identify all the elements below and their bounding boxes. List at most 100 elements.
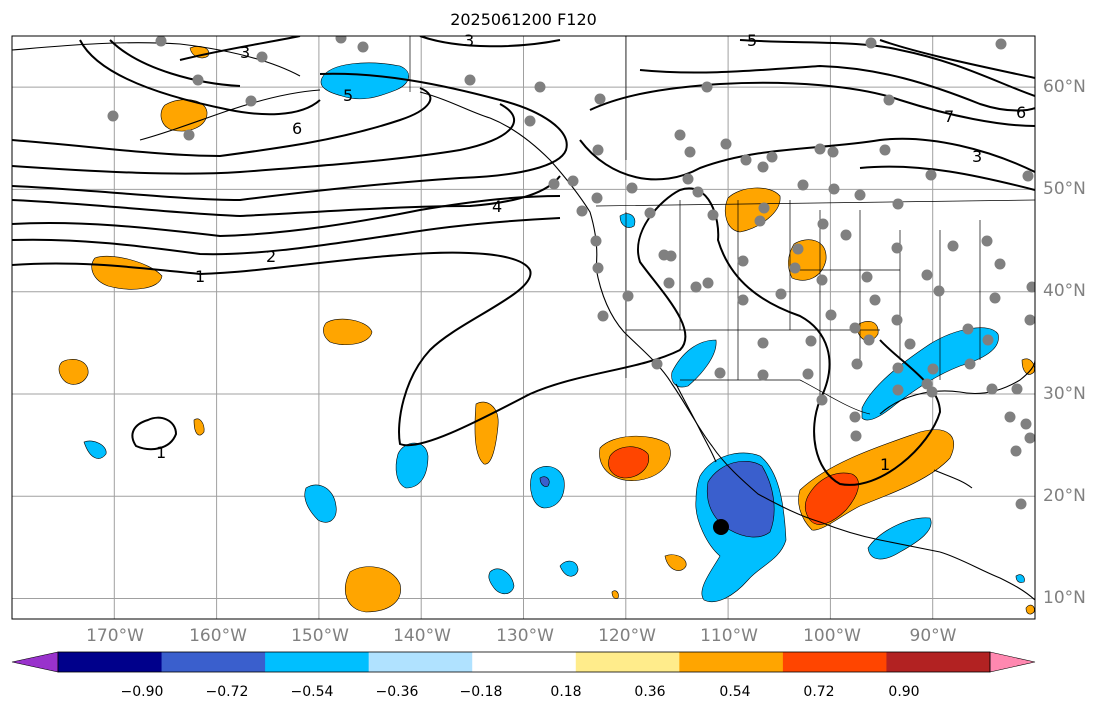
contour-east-a <box>589 81 1035 127</box>
colorbar-swatch <box>782 652 887 672</box>
station-dot <box>702 277 714 289</box>
station-dot <box>1022 170 1034 182</box>
station-dot <box>1015 498 1027 510</box>
colorbar-tick: −0.90 <box>120 684 164 700</box>
station-dot <box>592 144 604 156</box>
contour-2 <box>12 217 561 256</box>
colorbar-swatch <box>679 652 784 672</box>
station-dot <box>1020 418 1032 430</box>
contour-4 <box>12 175 561 218</box>
station-dot <box>590 235 602 247</box>
colorbar-swatch <box>886 652 991 672</box>
contour-north-b <box>109 39 241 87</box>
contour-north-d <box>419 36 561 48</box>
anomaly-cyan-baja <box>671 339 717 388</box>
contour-east-b <box>579 137 1035 181</box>
lon-label: 90°W <box>909 626 957 646</box>
station-dot <box>594 93 606 105</box>
station-dot <box>816 394 828 406</box>
colorbar-frame <box>57 651 991 673</box>
map-title: 2025061200 F120 <box>450 10 597 29</box>
contour-lines <box>12 36 1035 486</box>
station-dot <box>690 281 702 293</box>
contour-label: 7 <box>944 107 954 126</box>
colorbar-tick: 0.90 <box>888 684 920 700</box>
lat-label: 20°N <box>1043 486 1086 506</box>
station-dot <box>865 37 877 49</box>
anomaly-cyan-small-2 <box>1015 574 1025 583</box>
station-dot <box>891 314 903 326</box>
station-dot <box>684 146 696 158</box>
contour-east-e <box>739 39 1035 97</box>
station-dot <box>591 192 603 204</box>
station-markers <box>107 36 1035 510</box>
colorbar-tick: −0.18 <box>459 684 503 700</box>
station-dot <box>701 81 713 93</box>
station-dot <box>792 243 804 255</box>
colorbar-tick: 0.18 <box>550 684 582 700</box>
station-dot <box>757 161 769 173</box>
station-dot <box>995 38 1007 50</box>
contour-6a <box>12 103 515 175</box>
anomaly-cyan-pacific-1 <box>83 440 107 459</box>
anomaly-orange-pacific-2 <box>323 318 373 345</box>
contour-6b <box>12 87 432 158</box>
anomaly-orange-plains-1 <box>725 187 781 233</box>
station-dot <box>183 129 195 141</box>
station-dot <box>775 288 787 300</box>
anomaly-cyan-central-am <box>867 517 932 560</box>
station-dot <box>927 363 939 375</box>
anomaly-orange-pacific-4 <box>193 418 205 436</box>
station-dot <box>994 258 1006 270</box>
colorbar-tick: −0.54 <box>290 684 334 700</box>
station-dot <box>854 189 866 201</box>
colorbar-extend-high <box>989 651 1036 673</box>
station-dot <box>737 294 749 306</box>
lon-label: 130°W <box>496 626 554 646</box>
colorbar-tick: −0.72 <box>205 684 249 700</box>
anomaly-cyan-small-1 <box>619 213 636 228</box>
station-dot <box>1026 281 1035 293</box>
station-dot <box>107 110 119 122</box>
station-dot <box>766 151 778 163</box>
station-dot <box>622 290 634 302</box>
station-dot <box>576 205 588 217</box>
contour-label: 3 <box>240 43 250 62</box>
station-dot <box>644 207 656 219</box>
station-dot <box>256 51 268 63</box>
contour-3 <box>12 195 561 238</box>
lon-label: 140°W <box>393 626 451 646</box>
station-dot <box>849 322 861 334</box>
station-dot <box>989 292 1001 304</box>
station-dot <box>892 198 904 210</box>
anomaly-cyan-gulf-coast <box>861 327 999 421</box>
station-dot <box>754 215 766 227</box>
contour-label: 6 <box>1016 103 1026 122</box>
station-dot <box>926 386 938 398</box>
anomaly-cyan-alaska <box>320 62 409 100</box>
station-dot <box>921 378 933 390</box>
contour-east-d <box>639 64 1035 112</box>
station-dot <box>904 338 916 350</box>
station-dot <box>1024 432 1035 444</box>
station-dot <box>707 209 719 221</box>
anomaly-cyan-pacific-2 <box>395 442 429 489</box>
station-dot <box>828 183 840 195</box>
station-dot <box>883 94 895 106</box>
anomaly-red-mexico <box>804 472 859 525</box>
station-dot <box>1010 445 1022 457</box>
contour-5 <box>12 72 568 202</box>
contour-label: 6 <box>292 119 302 138</box>
anomaly-orange-pacific-5 <box>474 401 499 465</box>
station-dot <box>789 262 801 274</box>
station-dot <box>962 323 974 335</box>
colorbar-extend-low <box>11 651 59 673</box>
station-dot <box>524 115 536 127</box>
station-dot <box>626 182 638 194</box>
station-dot <box>737 255 749 267</box>
station-dot <box>802 368 814 380</box>
station-dot <box>651 358 663 370</box>
station-dot <box>814 143 826 155</box>
anomaly-red-pacific <box>608 446 650 479</box>
colorbar-tick: 0.72 <box>803 684 835 700</box>
